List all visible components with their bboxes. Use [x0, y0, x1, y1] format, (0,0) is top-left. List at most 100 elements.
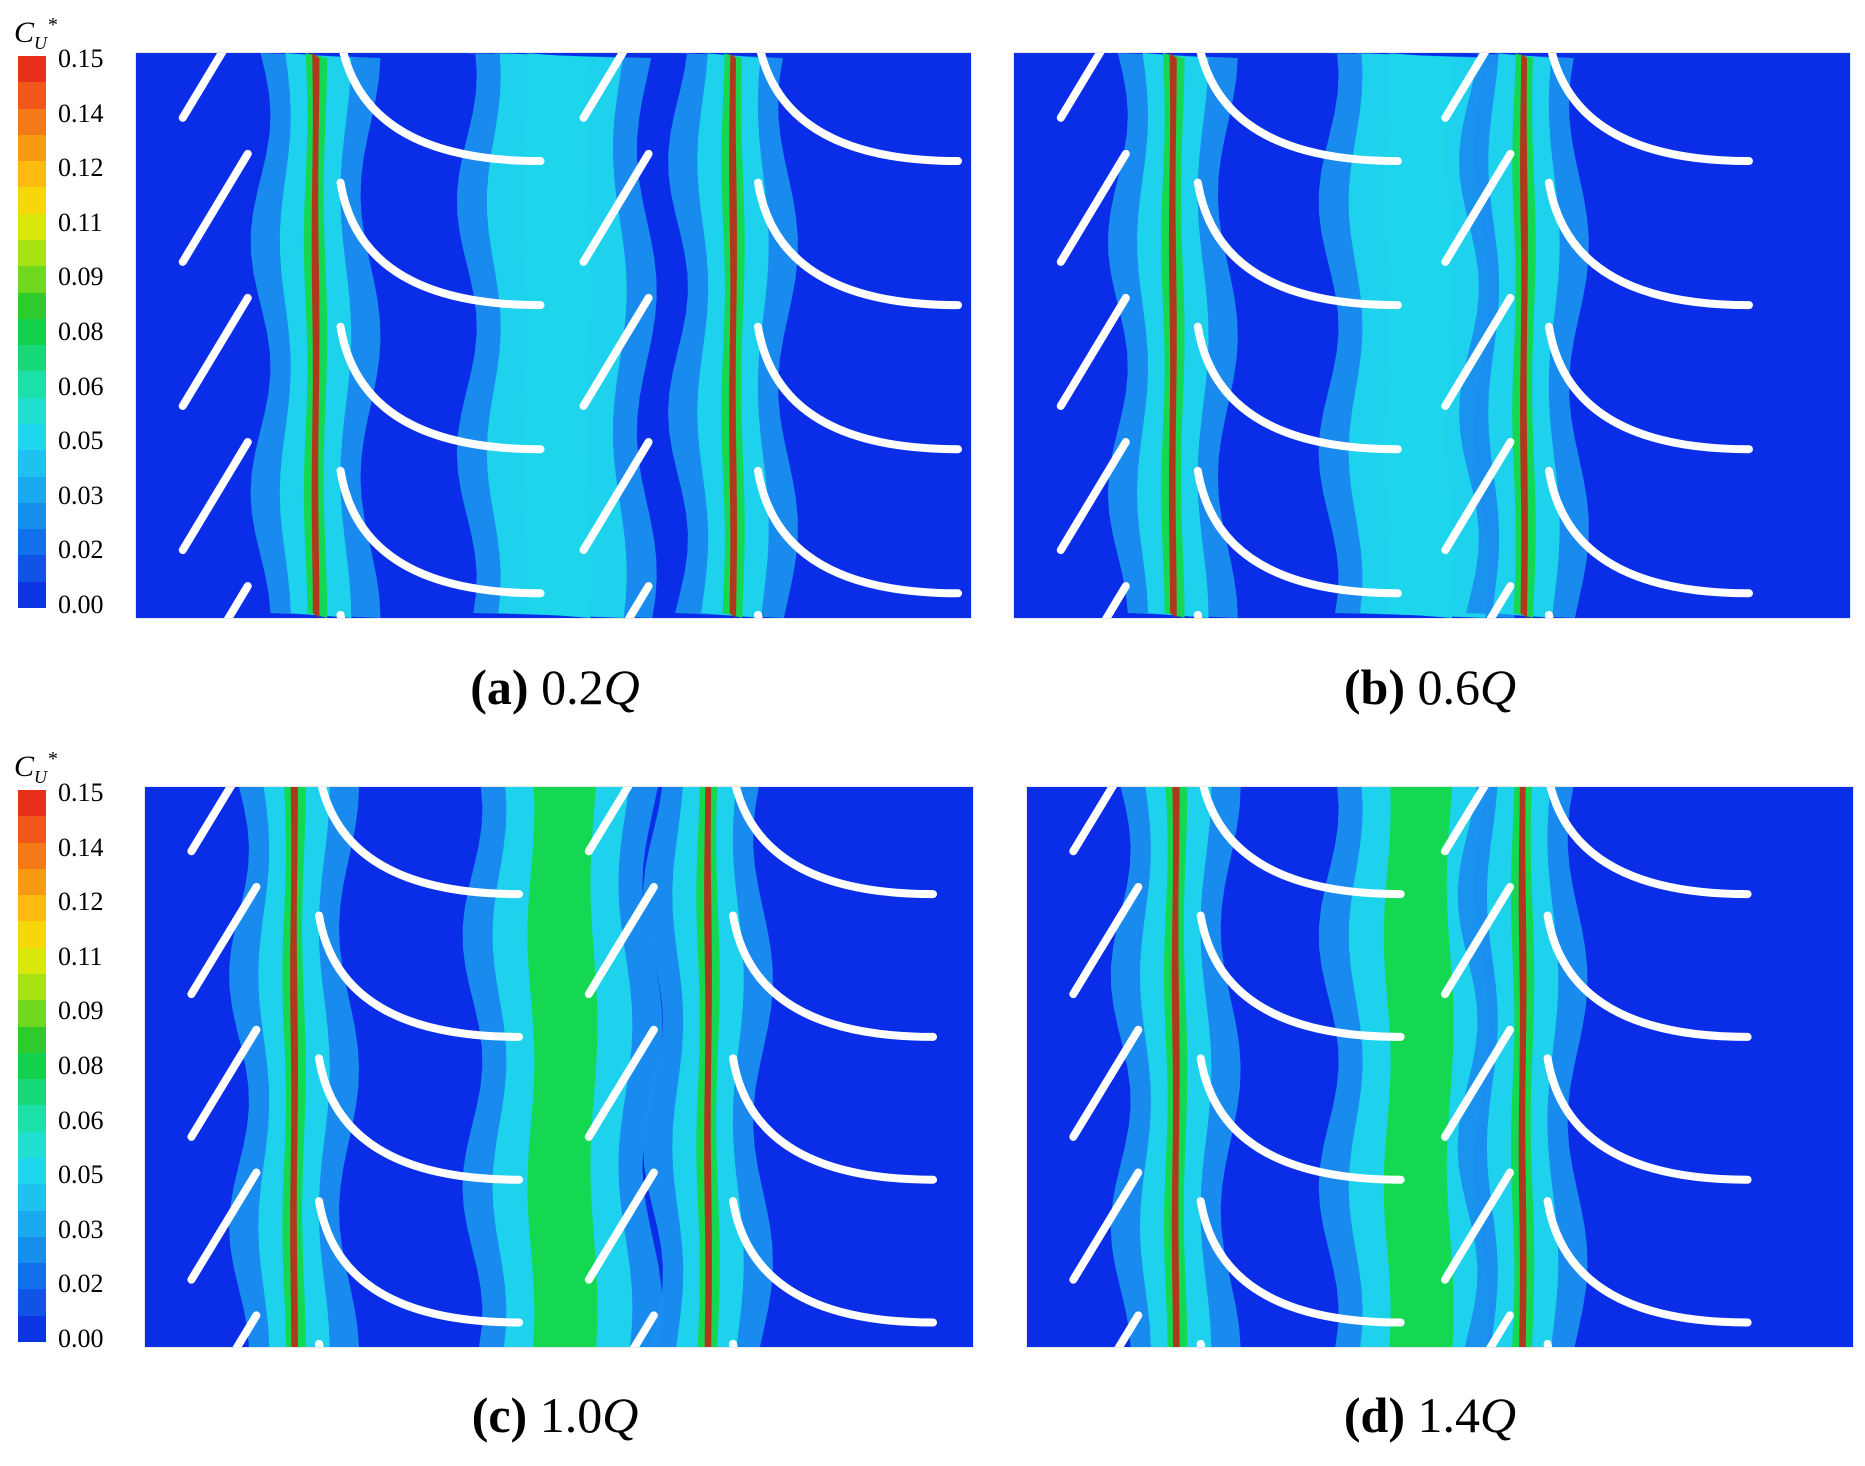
stator-blade [624, 582, 653, 618]
runner-blade [315, 911, 524, 1041]
stator-blade [1101, 582, 1130, 618]
colorbar-segment [18, 921, 46, 949]
stator-blade [1056, 149, 1130, 266]
runner-blade [754, 466, 963, 598]
contour-plot-a [135, 52, 972, 619]
stator-blade [1056, 53, 1105, 122]
runner-blade [1544, 178, 1753, 310]
colorbar-segment [18, 266, 46, 294]
runner-blade [729, 1197, 938, 1327]
stator-blade [579, 53, 628, 122]
colorbar-segment [18, 318, 46, 346]
stator-blade [1441, 787, 1489, 856]
stator-blade [584, 1168, 658, 1284]
runner-blade [1199, 787, 1405, 899]
stator-blade [178, 53, 227, 122]
wake-region [1168, 53, 1177, 618]
runner-blade [315, 1197, 524, 1327]
colorbar-tick-label: 0.08 [58, 1051, 104, 1080]
runner-blade [336, 322, 545, 454]
runner-blade [1193, 322, 1402, 454]
runner-blade [1193, 466, 1402, 598]
runner-blade [317, 787, 524, 899]
colorbar-tick-label: 0.09 [58, 996, 104, 1026]
flow-field-svg [145, 787, 973, 1347]
stator-blade [579, 149, 653, 266]
contour-plot-b [1013, 52, 1851, 619]
flow-field-svg [136, 53, 971, 618]
colorbar-segment [18, 1289, 46, 1317]
stator-blade [187, 1168, 261, 1284]
colorbar-tick-label: 0.15 [58, 778, 104, 807]
stator-blade [223, 582, 252, 618]
stator-blade [178, 438, 252, 555]
colorbar-tick-label: 0.11 [58, 941, 103, 971]
caption-d: (d) 1.4Q [1343, 1387, 1517, 1443]
colorbar-segment [18, 1184, 46, 1212]
colorbar-segment [18, 213, 46, 241]
stator-blade [584, 1025, 658, 1141]
colorbar-segment [18, 56, 46, 83]
colorbar-title: CU* [14, 14, 58, 53]
stator-blade [232, 1311, 261, 1347]
stator-blade [1486, 1311, 1514, 1347]
stator-blade [1069, 882, 1143, 999]
stator-blade [1069, 1025, 1143, 1141]
colorbar-tick-label: 0.00 [58, 1324, 104, 1353]
runner-blade [1544, 322, 1753, 454]
colorbar-segment [18, 450, 46, 478]
colorbar-segment [18, 397, 46, 425]
colorbar-segment [18, 842, 46, 870]
caption-c: (c) 1.0Q [471, 1387, 639, 1443]
colorbar-gradient [18, 56, 46, 609]
stator-blade [1056, 293, 1130, 410]
stator-blade [584, 882, 658, 999]
colorbar-tick-label: 0.02 [58, 535, 104, 565]
runner-blade [1196, 53, 1402, 166]
colorbar-segment [18, 581, 46, 609]
colorbar-tick-label: 0.03 [58, 480, 104, 510]
wake-region [704, 787, 712, 1347]
colorbar-tick-label: 0.02 [58, 1269, 104, 1299]
colorbar-segment [18, 292, 46, 320]
stator-blade [584, 787, 633, 856]
runner-blade [339, 53, 545, 166]
flow-field-svg [1027, 787, 1853, 1347]
colorbar-tick-label: 0.06 [58, 1105, 104, 1135]
colorbar-segment [18, 345, 46, 372]
contour-plot-c [144, 786, 974, 1348]
wake-region [1383, 53, 1454, 618]
stator-blade [1114, 1311, 1143, 1347]
runner-blade [1547, 53, 1753, 166]
stator-blade [1069, 787, 1117, 856]
runner-blade [1546, 787, 1752, 899]
runner-blade [336, 178, 545, 310]
colorbar-segment [18, 371, 46, 399]
runner-blade [1196, 1054, 1405, 1184]
wake-region [311, 53, 320, 618]
colorbar-segment [18, 1158, 46, 1185]
colorbar-tick-label: 0.00 [58, 590, 104, 619]
runner-blade [336, 466, 545, 598]
colorbar-tick-label: 0.14 [58, 98, 104, 128]
runner-blade [1543, 911, 1752, 1041]
colorbar-tick-label: 0.06 [58, 371, 104, 401]
stator-blade [1441, 149, 1515, 266]
stator-blade [1441, 293, 1515, 410]
runner-blade [1544, 466, 1753, 598]
colorbar-segment [18, 816, 46, 844]
colorbar-segment [18, 868, 46, 896]
colorbar-tick-label: 0.05 [58, 1160, 104, 1190]
colorbar-segment [18, 82, 46, 110]
stator-blade [1441, 53, 1490, 122]
colorbar-segment [18, 1079, 46, 1106]
colorbar-tick-label: 0.12 [58, 887, 104, 917]
colorbar-segment [18, 1052, 46, 1080]
colorbar-segment [18, 974, 46, 1001]
stator-blade [1441, 438, 1515, 555]
stator-blade [187, 1025, 261, 1141]
wake-region [1171, 787, 1180, 1347]
colorbar-tick-label: 0.09 [58, 262, 104, 292]
colorbar-segment [18, 134, 46, 162]
colorbar-segment [18, 895, 46, 922]
